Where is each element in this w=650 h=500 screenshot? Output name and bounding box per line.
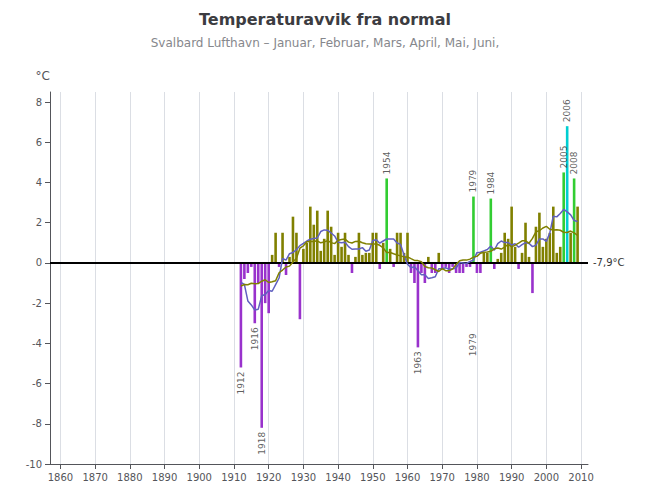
svg-text:1960: 1960 xyxy=(395,472,420,483)
svg-text:1918: 1918 xyxy=(257,432,267,455)
svg-text:1880: 1880 xyxy=(117,472,142,483)
svg-text:2006: 2006 xyxy=(562,99,572,122)
svg-text:1860: 1860 xyxy=(48,472,73,483)
svg-text:8: 8 xyxy=(36,97,42,108)
svg-text:1954: 1954 xyxy=(382,151,392,174)
svg-text:2: 2 xyxy=(36,217,42,228)
svg-text:1940: 1940 xyxy=(325,472,350,483)
svg-text:1900: 1900 xyxy=(187,472,212,483)
svg-text:°C: °C xyxy=(36,69,50,83)
svg-text:1920: 1920 xyxy=(256,472,281,483)
svg-text:Temperaturavvik fra normal: Temperaturavvik fra normal xyxy=(199,10,451,29)
svg-text:1916: 1916 xyxy=(250,327,260,350)
svg-text:1890: 1890 xyxy=(152,472,177,483)
svg-text:1980: 1980 xyxy=(464,472,489,483)
svg-text:1979: 1979 xyxy=(468,333,478,356)
svg-text:2005: 2005 xyxy=(559,146,569,169)
svg-text:-7,9°C: -7,9°C xyxy=(593,257,625,268)
svg-text:2000: 2000 xyxy=(534,472,559,483)
svg-text:2010: 2010 xyxy=(568,472,593,483)
svg-text:1912: 1912 xyxy=(236,371,246,394)
svg-text:Svalbard Lufthavn – Januar, Fe: Svalbard Lufthavn – Januar, Februar, Mar… xyxy=(151,36,500,50)
svg-text:1990: 1990 xyxy=(499,472,524,483)
svg-text:2008: 2008 xyxy=(569,151,579,174)
svg-text:-2: -2 xyxy=(32,298,42,309)
svg-text:1963: 1963 xyxy=(413,351,423,374)
svg-text:6: 6 xyxy=(36,137,42,148)
svg-text:4: 4 xyxy=(36,177,42,188)
svg-text:-6: -6 xyxy=(32,378,42,389)
svg-text:1910: 1910 xyxy=(221,472,246,483)
svg-text:-4: -4 xyxy=(32,338,42,349)
svg-text:1930: 1930 xyxy=(291,472,316,483)
svg-text:1984: 1984 xyxy=(486,171,496,194)
svg-text:1870: 1870 xyxy=(82,472,107,483)
svg-text:-8: -8 xyxy=(32,418,42,429)
svg-text:1970: 1970 xyxy=(429,472,454,483)
svg-text:1950: 1950 xyxy=(360,472,385,483)
svg-text:-10: -10 xyxy=(26,459,42,470)
svg-text:0: 0 xyxy=(36,257,42,268)
svg-text:1979: 1979 xyxy=(468,169,478,192)
